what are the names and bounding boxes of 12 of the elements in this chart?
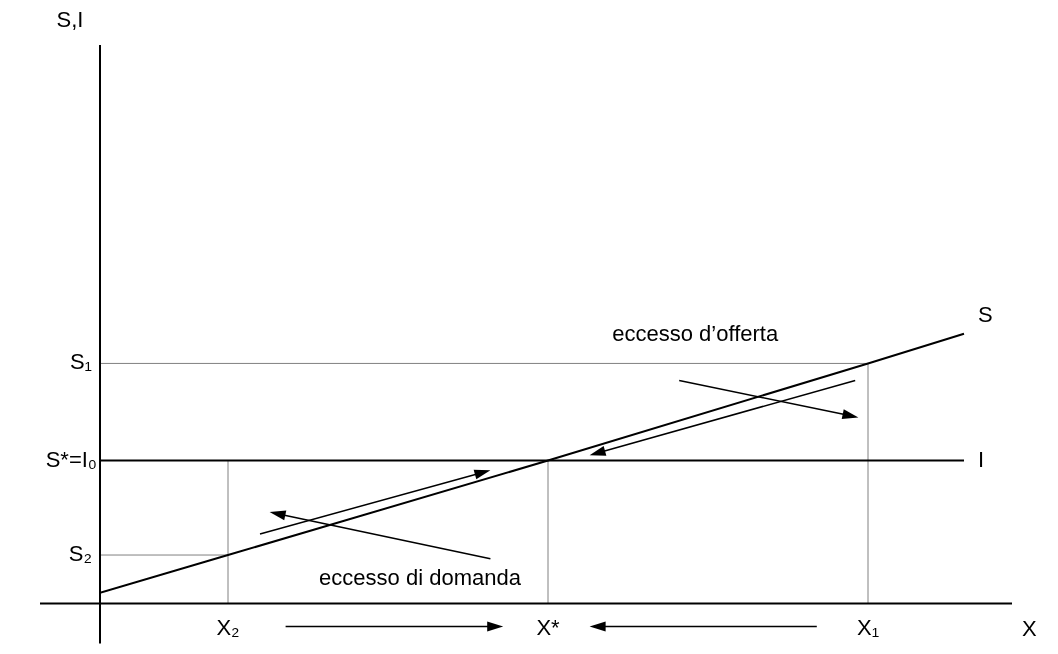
annotation: S₂ <box>68 541 92 567</box>
annotation: eccesso d’offerta <box>612 320 779 346</box>
text: S,I <box>56 7 84 33</box>
x-tick-label: X* <box>536 614 561 640</box>
text: S*=I₀ <box>45 446 97 472</box>
series-label: S <box>978 301 993 327</box>
x-tick-label: X₂ <box>216 614 240 640</box>
x-axis-title: X <box>1022 615 1037 641</box>
series-label: I <box>978 446 985 472</box>
x-tick-label: X₁ <box>856 614 880 640</box>
annotation: eccesso di domanda <box>319 564 522 590</box>
annotation: S₁ <box>69 349 92 375</box>
